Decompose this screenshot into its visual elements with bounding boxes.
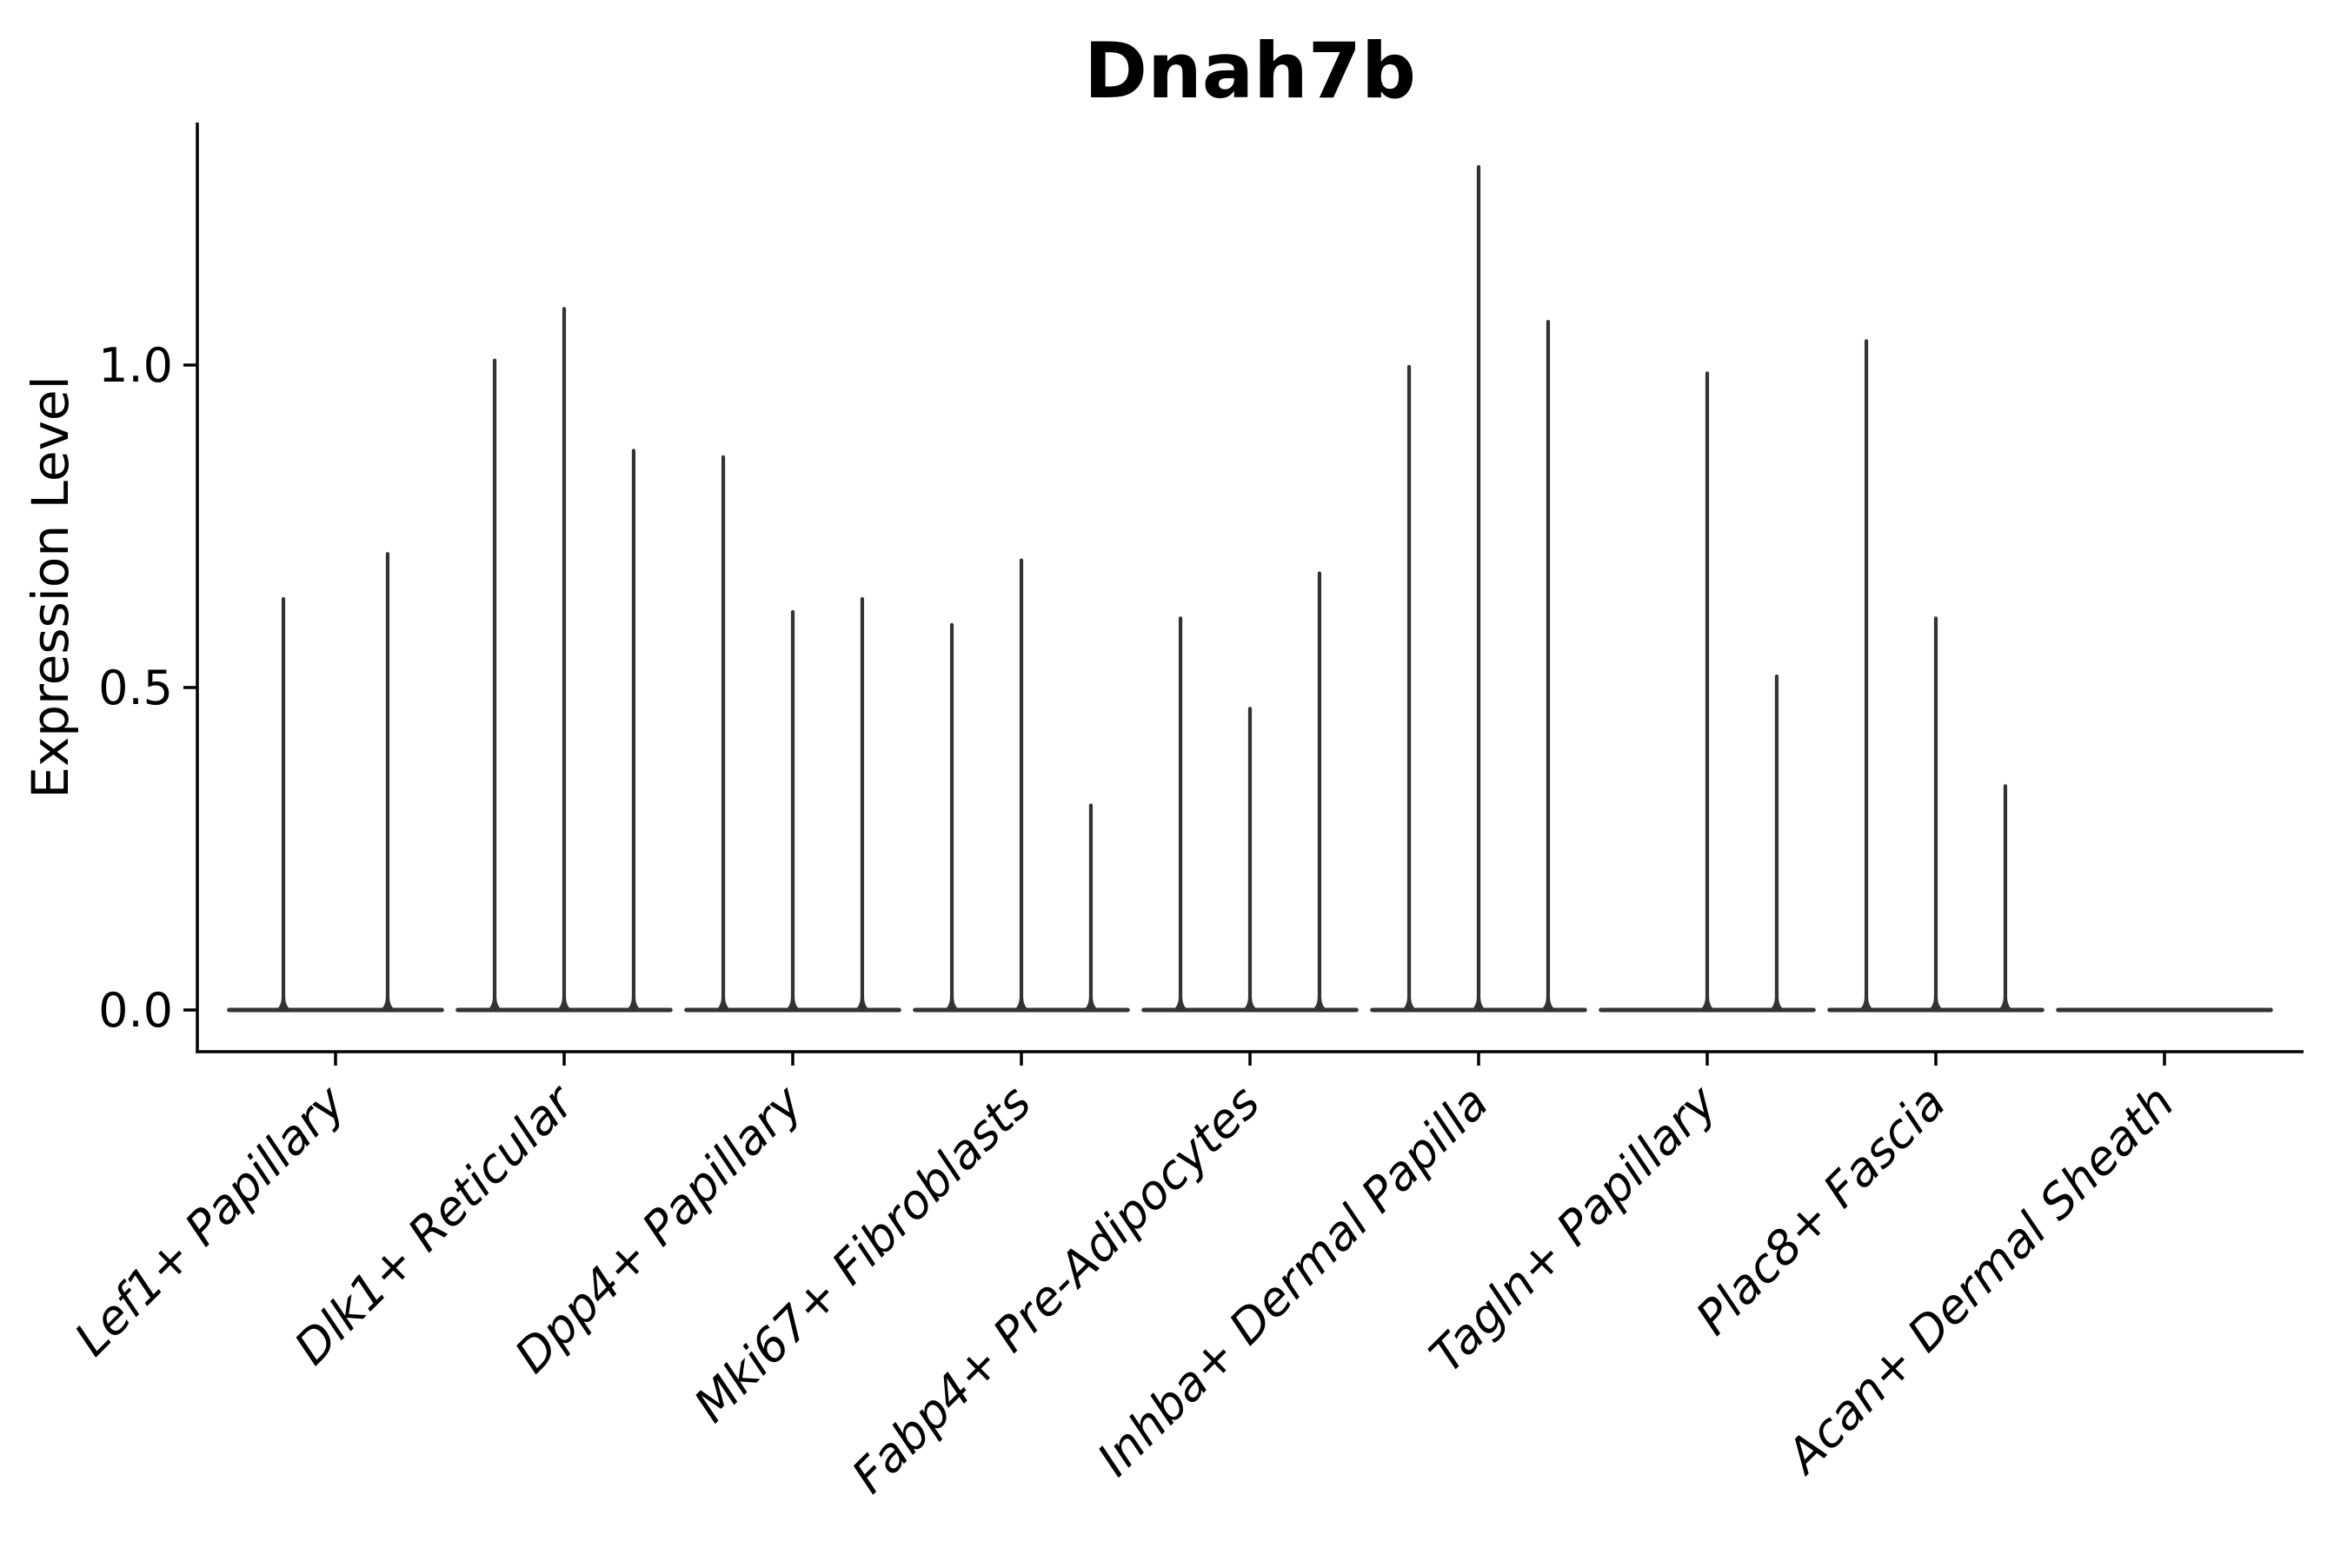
x-tick-label: Acan+ Dermal Sheath xyxy=(1774,1075,2184,1485)
chart-title: Dnah7b xyxy=(1084,26,1416,116)
y-tick-label: 1.0 xyxy=(98,338,173,393)
y-axis-label: Expression Level xyxy=(21,375,80,798)
x-tick-label: Inhba+ Dermal Papilla xyxy=(1087,1075,1499,1487)
y-tick-label: 0.5 xyxy=(98,661,173,715)
x-tick-label: Fabp4+ Pre-Adipocytes xyxy=(841,1075,1270,1504)
y-tick-label: 0.0 xyxy=(98,983,173,1038)
